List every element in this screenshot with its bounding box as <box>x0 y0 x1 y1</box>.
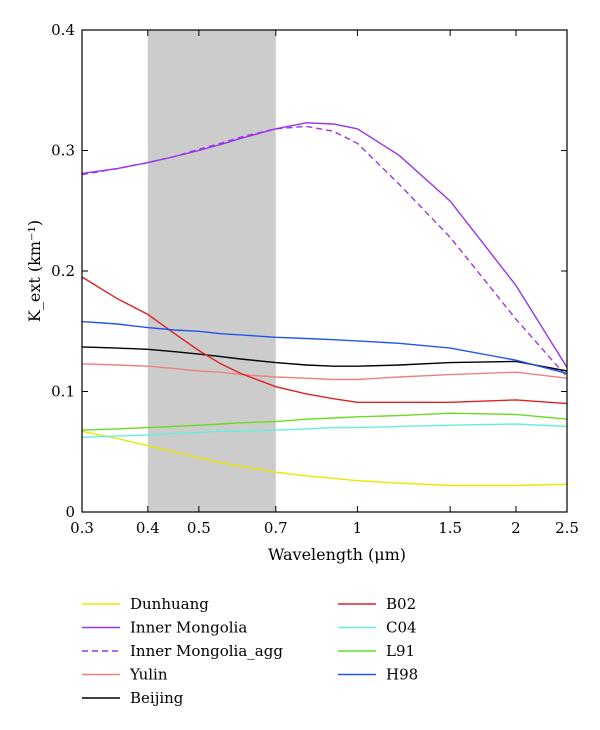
y-tick-label: 0.2 <box>51 262 75 280</box>
legend-label-inner-mongolia: Inner Mongolia <box>130 619 247 637</box>
x-axis-title: Wavelength (μm) <box>268 545 406 564</box>
series-line-inner-mongolia-agg <box>81 125 568 378</box>
y-axis-title: K_ext (km⁻¹) <box>25 220 44 322</box>
y-tick-label: 0.1 <box>51 383 75 401</box>
y-axis-title-text: K_ext (km⁻¹) <box>25 220 44 322</box>
series-line-dunhuang <box>81 430 568 487</box>
shaded-band <box>147 30 276 512</box>
y-tick-label: 0.4 <box>51 21 75 39</box>
legend-label-l91: L91 <box>386 642 415 660</box>
y-tick-label: 0.3 <box>51 142 75 160</box>
x-tick-label: 0.5 <box>187 519 211 537</box>
legend-label-h98: H98 <box>386 666 418 684</box>
series-layer <box>81 122 568 487</box>
tick-label-layer: 0.3 0.4 0.5 0.7 1 1.5 2 2.5 0 0.1 0.2 0.3 0.4 <box>51 21 579 537</box>
series-line-b02 <box>81 276 568 405</box>
series-line-c04 <box>81 423 568 438</box>
x-tick-label: 2 <box>511 519 521 537</box>
legend-label-b02: B02 <box>386 595 416 613</box>
series-line-l91 <box>81 412 568 431</box>
legend-label-beijing: Beijing <box>130 689 184 707</box>
tick-layer <box>81 29 568 513</box>
x-tick-label: 0.3 <box>70 519 94 537</box>
series-line-yulin <box>81 363 568 381</box>
legend-label-c04: C04 <box>386 619 417 637</box>
series-line-inner-mongolia <box>81 122 568 368</box>
legend-label-inner-mongolia-agg: Inner Mongolia_agg <box>130 642 283 660</box>
legend-label-yulin: Yulin <box>129 666 168 684</box>
series-line-beijing <box>81 346 568 372</box>
x-tick-label: 1 <box>353 519 363 537</box>
y-tick-label: 0 <box>65 503 75 521</box>
series-line-h98 <box>81 320 568 375</box>
x-axis-title-text: Wavelength (μm) <box>268 545 406 564</box>
legend: Dunhuang Inner Mongolia Inner Mongolia_agg… <box>82 595 418 707</box>
x-tick-label: 0.7 <box>264 519 288 537</box>
shaded-band-layer <box>147 30 276 512</box>
legend-label-dunhuang: Dunhuang <box>130 595 209 613</box>
x-tick-label: 0.4 <box>136 519 160 537</box>
x-tick-label: 2.5 <box>555 519 579 537</box>
x-tick-label: 1.5 <box>438 519 462 537</box>
